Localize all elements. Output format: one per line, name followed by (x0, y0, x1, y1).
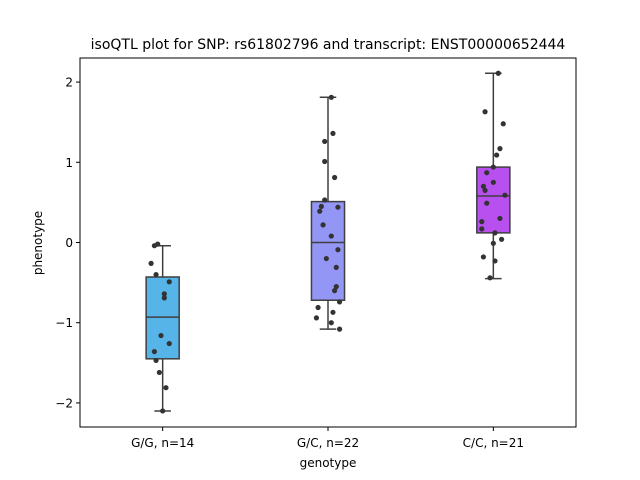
data-point (480, 183, 487, 189)
data-point (313, 315, 320, 321)
data-point (482, 187, 488, 193)
data-point (333, 264, 339, 270)
y-tick-label: 2 (65, 76, 73, 90)
data-point (322, 197, 328, 203)
data-point (500, 121, 506, 127)
data-point (479, 219, 485, 225)
data-point (328, 94, 334, 100)
data-point (156, 369, 162, 376)
data-point (322, 158, 328, 165)
data-point (163, 385, 169, 391)
data-point (332, 174, 338, 181)
data-point (315, 304, 321, 311)
data-point (336, 299, 343, 305)
data-point (495, 70, 501, 76)
y-tick-label: −2 (55, 396, 73, 410)
data-point (494, 152, 500, 158)
data-point (153, 271, 159, 278)
data-point (502, 192, 508, 198)
data-point (335, 204, 341, 210)
data-point (330, 309, 336, 315)
data-point (490, 164, 496, 170)
data-point (328, 233, 334, 239)
data-point (492, 258, 498, 264)
x-axis-label: genotype (300, 456, 357, 470)
box-1 (310, 96, 346, 330)
x-tick-label: C/C, n=21 (463, 436, 524, 450)
points (148, 70, 508, 414)
data-point (328, 320, 334, 326)
data-point (166, 279, 172, 285)
data-point (148, 260, 154, 266)
data-point (332, 288, 338, 294)
chart-title: isoQTL plot for SNP: rs61802796 and tran… (91, 37, 566, 53)
data-point (320, 222, 326, 228)
y-tick-label: 1 (65, 156, 73, 170)
y-tick-label: 0 (65, 236, 73, 250)
data-point (490, 240, 496, 246)
x-tick-label: G/C, n=22 (297, 436, 359, 450)
data-point (497, 215, 503, 222)
data-point (161, 291, 167, 297)
data-point (318, 203, 324, 210)
box-0 (145, 244, 180, 412)
y-tick-label: −1 (55, 316, 73, 330)
data-point (155, 241, 161, 247)
data-point (336, 326, 343, 332)
y-axis: −2 −1 0 1 2 (55, 76, 80, 410)
x-tick-label: G/G, n=14 (131, 436, 194, 450)
data-point (479, 226, 485, 232)
data-point (160, 408, 166, 414)
data-point (166, 340, 172, 347)
data-point (153, 357, 159, 364)
data-point (487, 275, 493, 281)
data-point (322, 138, 328, 145)
data-point (323, 255, 329, 262)
box-2 (476, 72, 511, 280)
data-point (480, 254, 487, 260)
y-axis-label: phenotype (31, 211, 45, 275)
data-point (161, 295, 167, 301)
data-point (330, 130, 336, 137)
boxes (145, 72, 511, 412)
data-point (482, 109, 488, 115)
data-point (490, 179, 496, 185)
x-axis: G/G, n=14 G/C, n=22 C/C, n=21 (131, 427, 524, 450)
data-point (499, 236, 505, 242)
data-point (333, 284, 339, 290)
data-point (484, 170, 490, 176)
data-point (158, 332, 164, 339)
data-point (492, 230, 498, 236)
data-point (335, 247, 341, 253)
data-point (151, 348, 157, 355)
data-point (497, 146, 503, 152)
box-iqr (145, 276, 180, 360)
data-point (317, 208, 323, 214)
data-point (484, 200, 490, 206)
